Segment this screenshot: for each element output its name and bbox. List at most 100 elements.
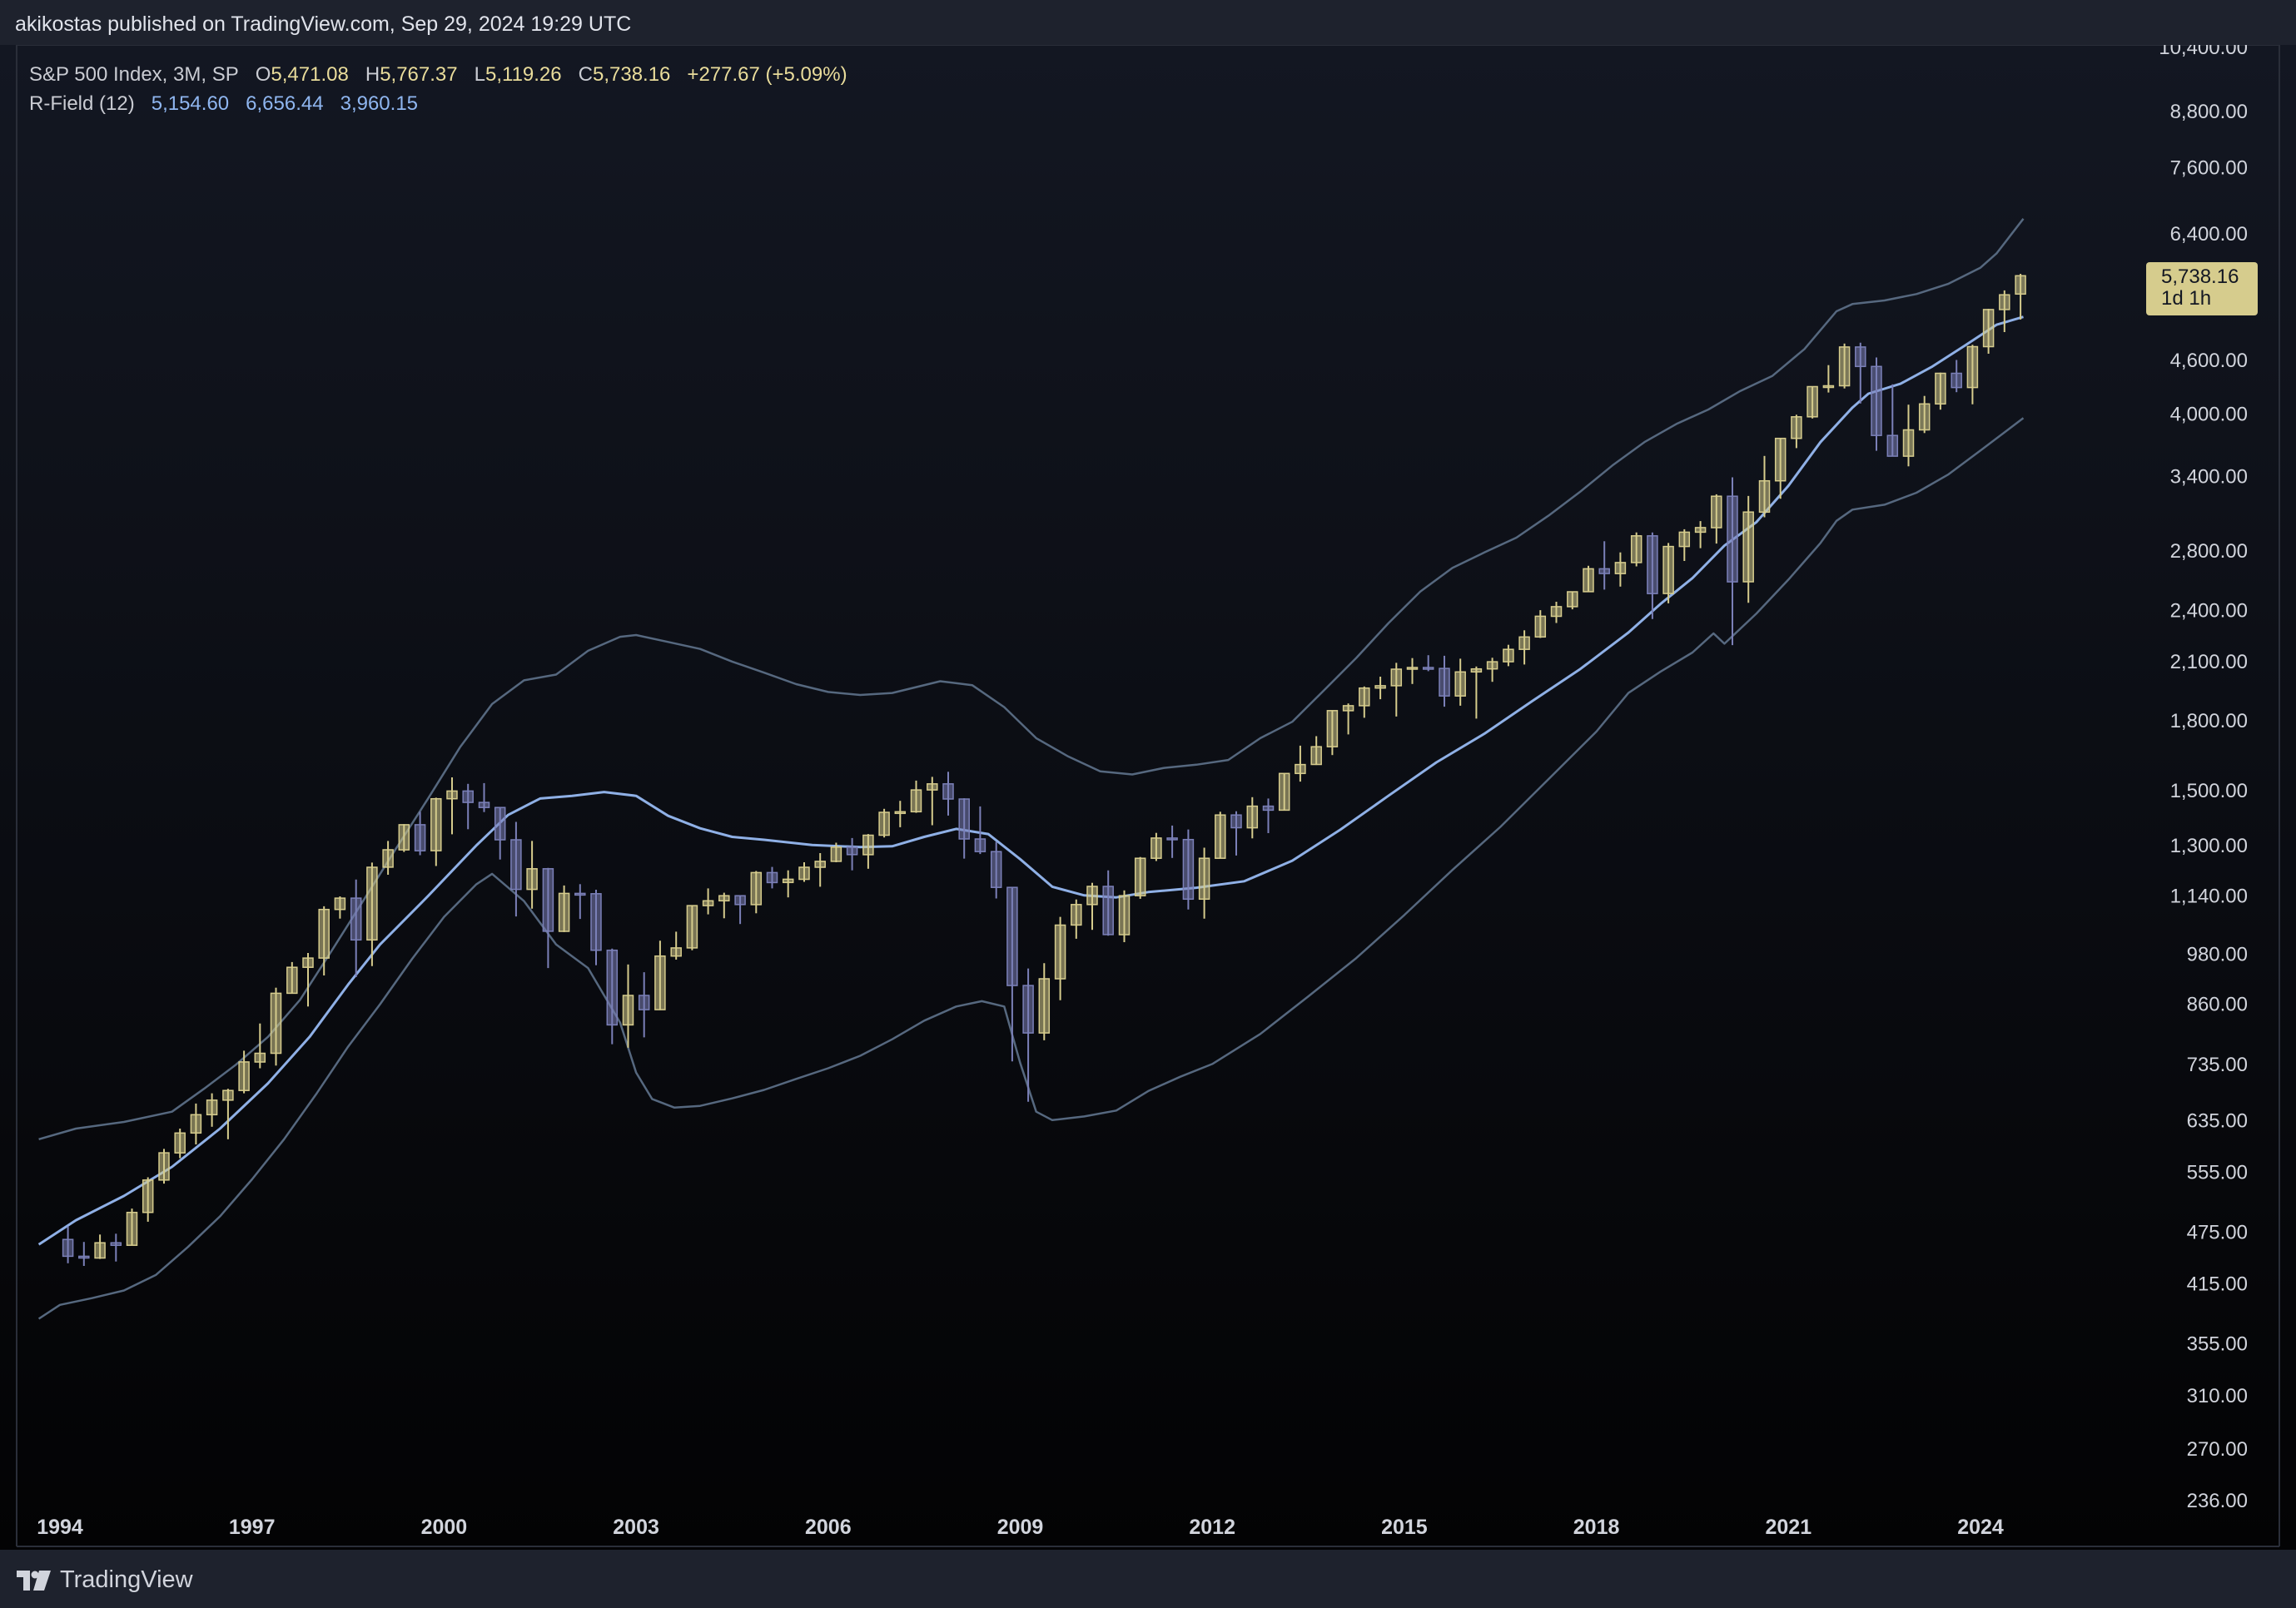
- candle[interactable]: [302, 953, 314, 1007]
- candle[interactable]: [1278, 772, 1290, 811]
- candle[interactable]: [1694, 521, 1707, 548]
- candle[interactable]: [206, 1093, 218, 1127]
- candle[interactable]: [1518, 630, 1530, 665]
- candle[interactable]: [590, 890, 602, 965]
- candle[interactable]: [1326, 710, 1339, 756]
- candle[interactable]: [990, 841, 1002, 899]
- candle[interactable]: [398, 824, 410, 852]
- candle[interactable]: [1742, 495, 1754, 603]
- candle[interactable]: [927, 777, 938, 826]
- candle[interactable]: [958, 798, 970, 859]
- candle[interactable]: [1182, 829, 1195, 910]
- candle[interactable]: [1583, 565, 1594, 593]
- candle[interactable]: [830, 842, 842, 863]
- candle[interactable]: [1134, 856, 1146, 899]
- candle[interactable]: [1822, 365, 1835, 393]
- candle[interactable]: [574, 884, 586, 920]
- candle[interactable]: [1422, 655, 1434, 672]
- candle[interactable]: [62, 1226, 74, 1263]
- candle[interactable]: [1966, 345, 1979, 404]
- candle[interactable]: [526, 841, 538, 909]
- candle[interactable]: [766, 866, 778, 889]
- candle[interactable]: [942, 772, 954, 816]
- candle[interactable]: [1262, 798, 1275, 833]
- candle[interactable]: [1806, 385, 1818, 419]
- candle[interactable]: [1614, 552, 1627, 587]
- candle[interactable]: [1022, 968, 1034, 1102]
- candle[interactable]: [238, 1050, 250, 1094]
- candle[interactable]: [318, 906, 330, 975]
- candle[interactable]: [606, 948, 619, 1045]
- candle[interactable]: [2015, 274, 2026, 320]
- candle[interactable]: [1486, 658, 1498, 682]
- symbol-legend-row[interactable]: S&P 500 Index, 3M, SP O5,471.08 H5,767.3…: [29, 60, 847, 89]
- candle[interactable]: [1102, 870, 1114, 936]
- candle[interactable]: [1935, 372, 1946, 410]
- candle[interactable]: [1567, 591, 1578, 610]
- candle[interactable]: [1503, 644, 1514, 667]
- candle[interactable]: [1662, 543, 1674, 603]
- candle[interactable]: [1166, 825, 1178, 858]
- candle[interactable]: [494, 806, 506, 860]
- candle[interactable]: [1774, 437, 1787, 499]
- candle[interactable]: [1406, 658, 1419, 684]
- indicator-legend-row[interactable]: R-Field (12) 5,154.60 6,656.44 3,960.15: [29, 89, 847, 118]
- candle[interactable]: [430, 797, 442, 866]
- candle[interactable]: [894, 801, 907, 827]
- candle[interactable]: [782, 870, 794, 898]
- candle[interactable]: [814, 853, 826, 887]
- candle[interactable]: [1678, 529, 1691, 561]
- candle[interactable]: [1630, 532, 1642, 567]
- candle[interactable]: [1086, 882, 1098, 931]
- candle[interactable]: [654, 940, 666, 1010]
- candle[interactable]: [158, 1149, 170, 1184]
- r-field-lower-line[interactable]: [37, 417, 2025, 1320]
- candle[interactable]: [686, 905, 698, 950]
- candle[interactable]: [878, 808, 890, 838]
- tradingview-logo[interactable]: TradingView: [17, 1566, 193, 1594]
- candle[interactable]: [94, 1234, 106, 1259]
- candle[interactable]: [1198, 847, 1210, 919]
- candle[interactable]: [1374, 677, 1386, 700]
- candle[interactable]: [734, 895, 746, 925]
- candle[interactable]: [1310, 736, 1322, 766]
- candle[interactable]: [446, 777, 458, 835]
- candle[interactable]: [414, 811, 426, 856]
- time-axis[interactable]: 1994 1997 2000 2003 2006 2009 2012 2015 2018 2021…: [37, 1516, 2004, 1539]
- candle[interactable]: [478, 782, 490, 812]
- candle[interactable]: [1071, 899, 1082, 939]
- candle[interactable]: [1470, 666, 1483, 719]
- candle[interactable]: [1727, 477, 1738, 646]
- candle[interactable]: [222, 1089, 234, 1139]
- candle[interactable]: [1230, 811, 1242, 856]
- candle[interactable]: [1838, 343, 1851, 389]
- candle[interactable]: [174, 1129, 186, 1159]
- candle[interactable]: [1918, 395, 1931, 434]
- candle[interactable]: [1982, 309, 1995, 354]
- candle[interactable]: [1711, 494, 1722, 544]
- candle[interactable]: [1550, 602, 1563, 623]
- candle[interactable]: [1439, 655, 1450, 707]
- candle[interactable]: [1295, 745, 1306, 782]
- candle[interactable]: [366, 862, 378, 966]
- candle[interactable]: [670, 931, 682, 960]
- candle[interactable]: [382, 841, 394, 875]
- candle[interactable]: [1758, 455, 1771, 518]
- candle[interactable]: [1054, 916, 1066, 1000]
- candle[interactable]: [1534, 610, 1547, 638]
- candle[interactable]: [1902, 404, 1915, 467]
- r-field-middle-line[interactable]: [37, 315, 2024, 1246]
- candle[interactable]: [1150, 832, 1162, 861]
- candle[interactable]: [1886, 384, 1899, 457]
- candle[interactable]: [558, 885, 570, 932]
- candle[interactable]: [286, 961, 298, 995]
- candle[interactable]: [334, 896, 346, 919]
- candle[interactable]: [718, 892, 730, 919]
- candle[interactable]: [1118, 890, 1131, 942]
- candle[interactable]: [1342, 703, 1354, 735]
- candle[interactable]: [862, 834, 874, 869]
- candle[interactable]: [270, 987, 282, 1066]
- candle[interactable]: [1038, 963, 1051, 1040]
- candle[interactable]: [254, 1023, 266, 1069]
